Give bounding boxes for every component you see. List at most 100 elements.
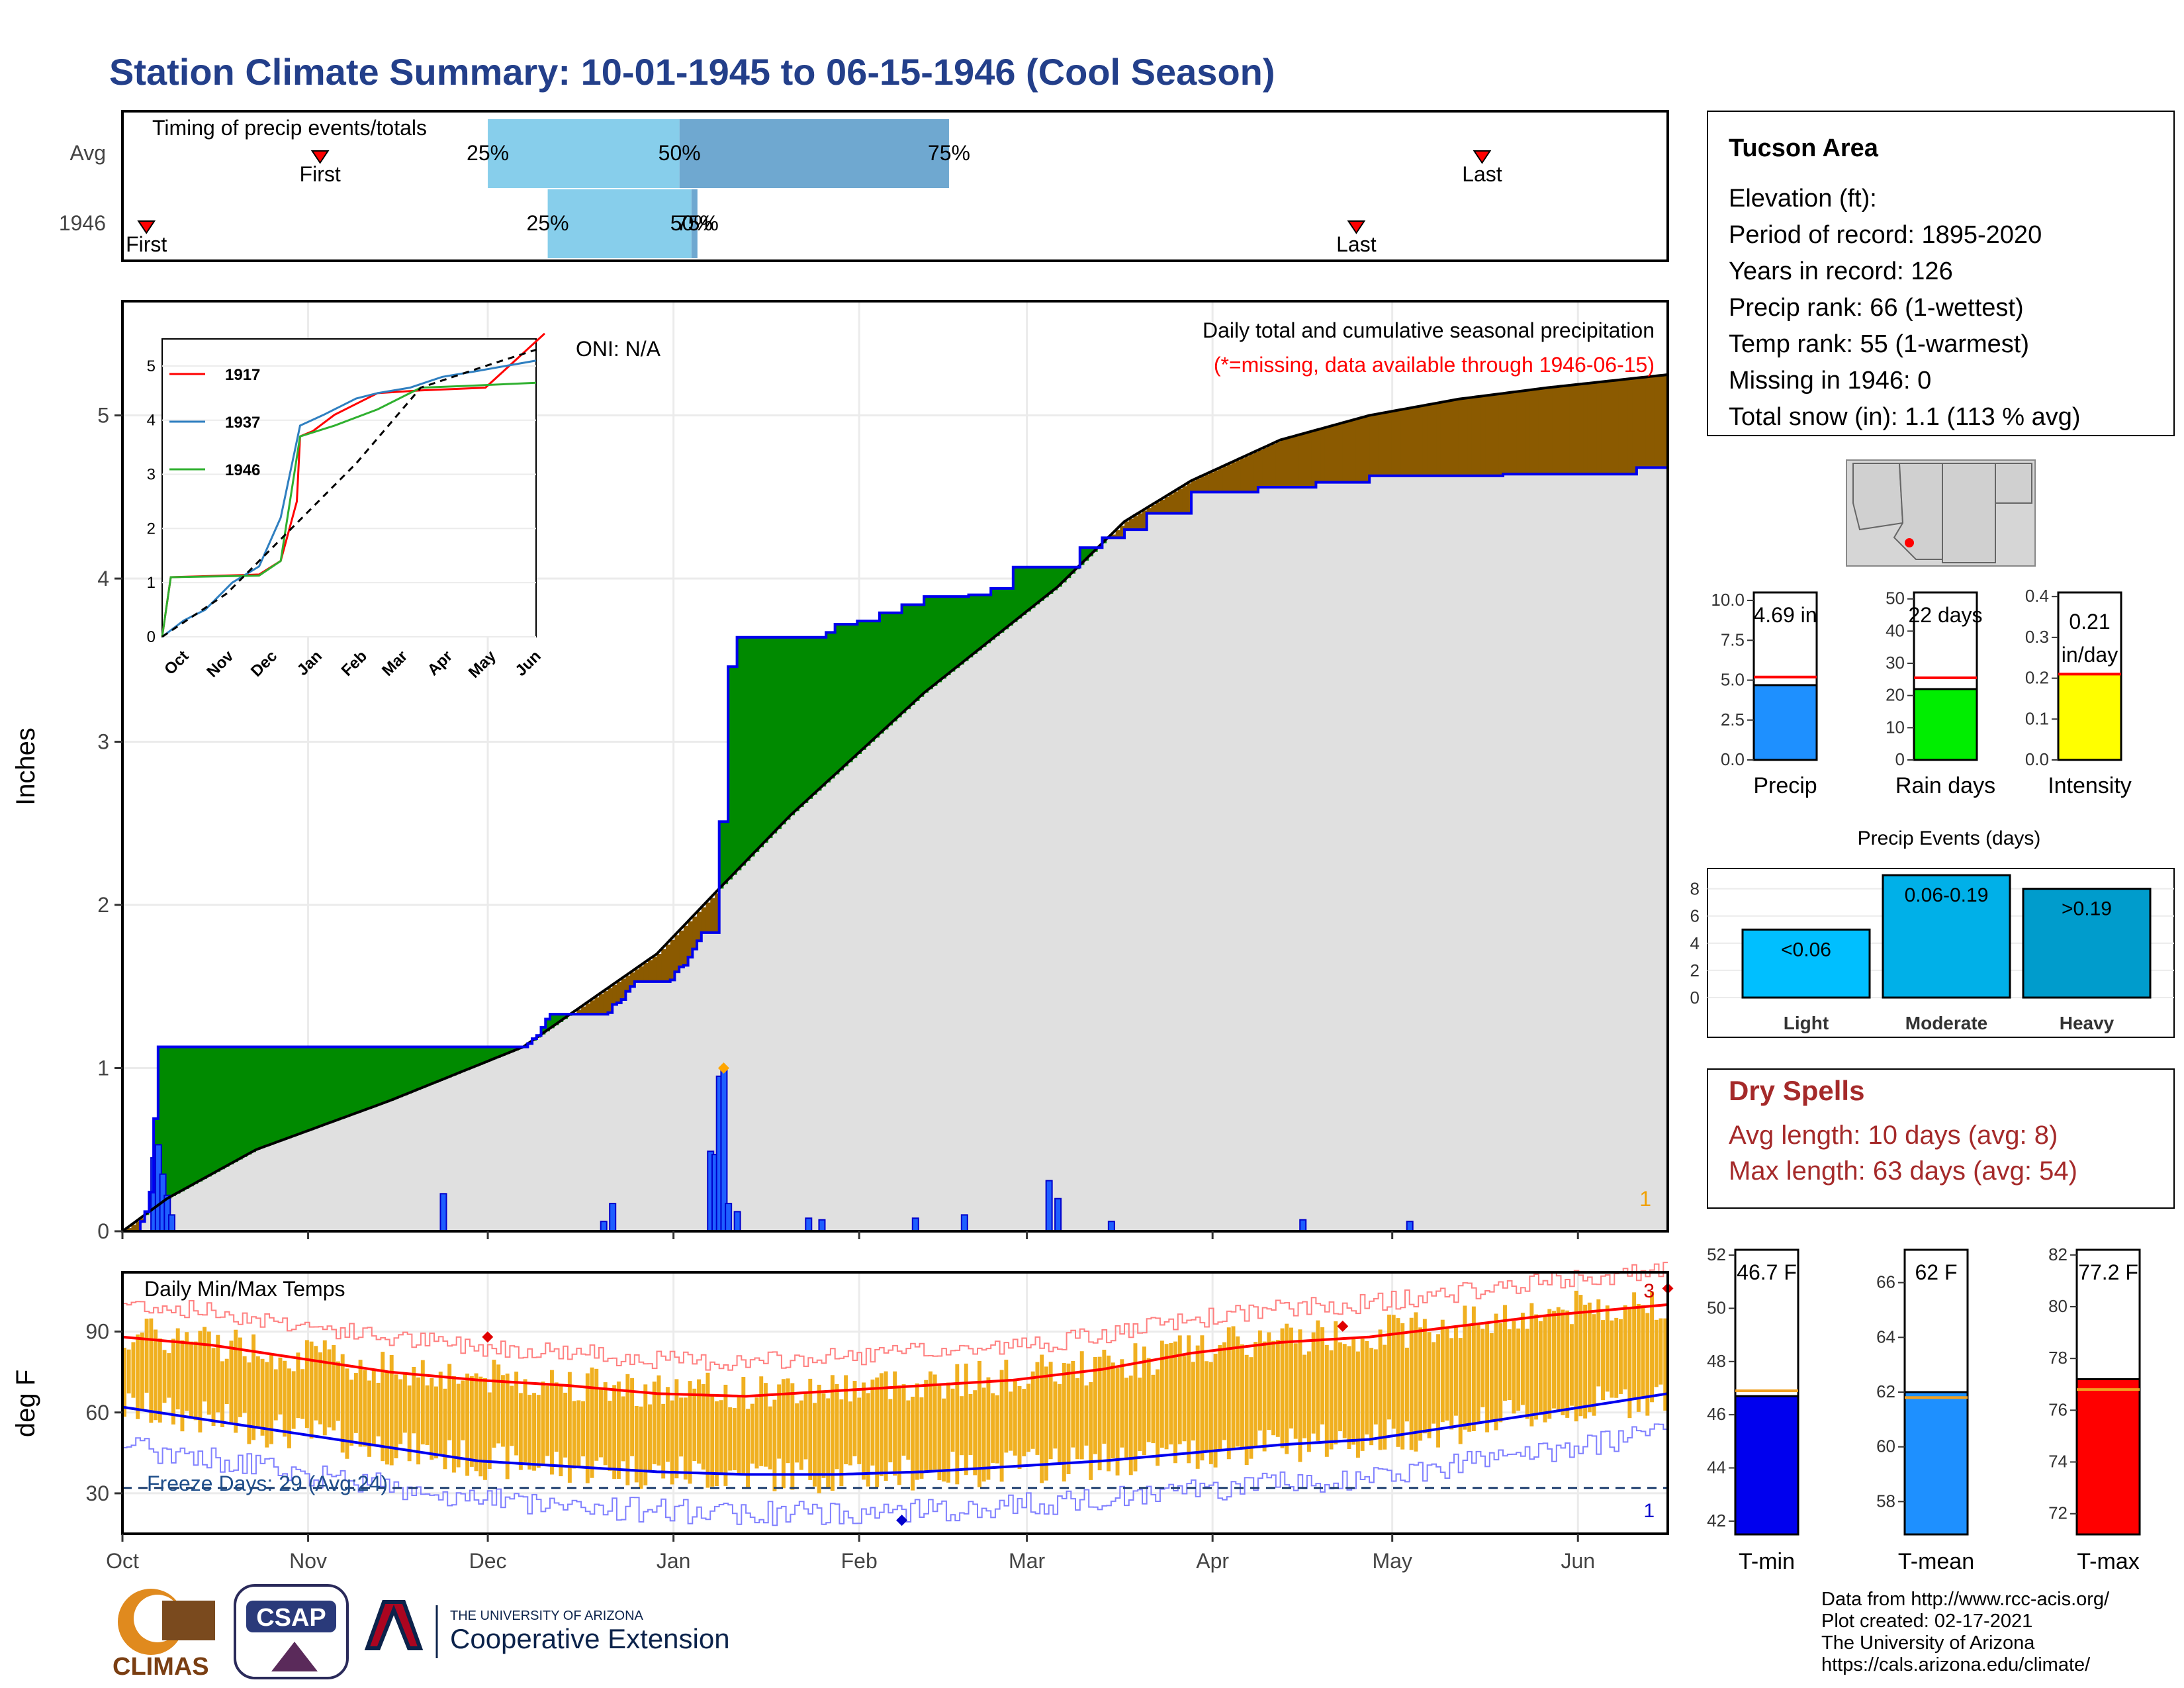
above-avg-fill-day — [474, 1047, 479, 1067]
above-avg-fill-day — [813, 637, 818, 795]
below-avg-fill-day — [1231, 462, 1236, 492]
below-avg-fill-day — [1565, 385, 1570, 475]
timing-1-q3-box — [691, 189, 698, 258]
daily-temp-bar — [229, 1340, 234, 1425]
grey-fill-day — [937, 682, 942, 1231]
grey-fill-day — [443, 1079, 448, 1231]
grey-fill-day — [1404, 475, 1410, 1231]
grey-fill-day — [808, 798, 813, 1231]
temp-summary-bar-T-mean — [1903, 1391, 1969, 1536]
grey-fill-day — [1610, 474, 1615, 1231]
grey-fill-day — [768, 838, 773, 1231]
daily-temp-bar — [394, 1374, 398, 1459]
below-avg-fill-day — [1347, 421, 1352, 483]
inset-series-Avg — [161, 348, 537, 638]
station-line: Years in record: 126 — [1729, 258, 1953, 285]
daily-temp-bar — [496, 1364, 501, 1444]
daily-temp-bar — [332, 1344, 336, 1430]
above-avg-fill-day — [438, 1047, 443, 1081]
daily-temp-bar — [131, 1342, 136, 1398]
below-avg-fill-day — [1324, 428, 1330, 483]
below-avg-fill-day — [1142, 510, 1148, 530]
daily-temp-bar — [1503, 1305, 1507, 1401]
grey-fill-day — [412, 1092, 417, 1231]
daily-temp-bar — [1334, 1321, 1338, 1445]
below-avg-fill-day — [1445, 401, 1450, 476]
temp-y-tick-label: 60 — [85, 1401, 109, 1425]
above-avg-fill-day — [314, 1047, 319, 1129]
grey-fill-day — [1120, 538, 1125, 1231]
above-avg-fill-day — [768, 637, 773, 839]
above-avg-fill-day — [283, 1047, 288, 1140]
daily-temp-bar — [1244, 1354, 1249, 1466]
grey-fill-day — [590, 1014, 595, 1231]
daily-temp-bar — [995, 1395, 999, 1464]
above-avg-fill-day — [741, 637, 747, 866]
main-plot-frame — [121, 300, 1669, 1233]
grey-fill-day — [1271, 487, 1277, 1231]
above-avg-fill-day — [870, 621, 876, 742]
inset-frame — [161, 338, 537, 637]
daily-temp-bar — [1516, 1328, 1521, 1411]
daily-temp-bar — [349, 1380, 354, 1446]
precip-summary-bar-Intensity — [2057, 673, 2122, 761]
daily-temp-bar — [1432, 1342, 1436, 1424]
grey-fill-day — [300, 1133, 306, 1231]
daily-temp-bar — [768, 1406, 772, 1470]
timing-0-p75-label: 75% — [928, 141, 970, 165]
below-avg-fill-day — [1177, 489, 1183, 514]
above-avg-fill-day — [852, 624, 858, 759]
grey-fill-day — [1124, 530, 1130, 1232]
above-avg-fill-day — [835, 624, 840, 774]
daily-temp-bar — [981, 1387, 986, 1482]
events-cat-Light: Light — [1784, 1013, 1829, 1033]
grey-fill-day — [1449, 475, 1455, 1231]
daily-temp-bar — [737, 1395, 741, 1474]
grey-fill-day — [1623, 474, 1628, 1231]
grey-fill-day — [754, 851, 760, 1231]
below-avg-fill-day — [1623, 379, 1628, 475]
below-avg-fill-day — [1454, 400, 1459, 476]
below-avg-fill-day — [1200, 476, 1205, 492]
below-avg-fill-day — [648, 960, 653, 982]
daily-temp-bar — [1084, 1385, 1089, 1446]
temp-summary-bars: 42 44 46 48 50 52 46.7 F T-min 58 60 62 64 66 62 F T-m… — [1707, 1244, 2141, 1574]
daily-temp-bar — [821, 1393, 826, 1478]
daily-temp-bar — [599, 1389, 603, 1458]
below-avg-fill-day — [1373, 414, 1379, 476]
below-avg-fill-day — [1249, 454, 1254, 492]
daily-temp-bar — [960, 1396, 964, 1456]
above-avg-fill-day — [358, 1047, 363, 1113]
main-y-tick-label-2: 2 — [97, 893, 109, 917]
grey-fill-day — [545, 1031, 551, 1231]
daily-temp-bar — [1298, 1329, 1302, 1462]
grey-fill-day — [1017, 618, 1023, 1231]
below-avg-fill-day — [1520, 391, 1526, 475]
daily-temp-bar — [616, 1382, 621, 1479]
temp-summary-tick-label: 74 — [2048, 1452, 2068, 1472]
grey-fill-day — [1293, 487, 1298, 1231]
daily-temp-bar — [1022, 1389, 1026, 1457]
grey-fill-day — [901, 713, 907, 1231]
daily-temp-bar — [1387, 1314, 1391, 1420]
below-avg-fill-day — [1547, 387, 1553, 475]
timing-0-p50-label: 50% — [659, 141, 701, 165]
grey-fill-day — [425, 1086, 430, 1231]
above-avg-fill-day — [407, 1047, 412, 1094]
below-avg-fill-day — [1632, 378, 1637, 475]
events-title: Precip Events (days) — [1858, 827, 2041, 849]
temp-y-tick-label: 90 — [85, 1320, 109, 1344]
daily-temp-bar — [447, 1364, 452, 1440]
daily-temp-bar — [1650, 1291, 1655, 1403]
grey-fill-day — [1218, 492, 1223, 1231]
daily-temp-bar — [1529, 1303, 1534, 1427]
grey-fill-day — [1569, 474, 1575, 1231]
above-avg-fill-day — [483, 1047, 488, 1063]
above-avg-fill-day — [924, 596, 929, 693]
grey-fill-day — [296, 1135, 301, 1231]
above-avg-fill-day — [371, 1047, 377, 1107]
above-avg-fill-day — [915, 604, 921, 701]
footer-line: Data from http://www.rcc-acis.org/ — [1821, 1589, 2110, 1610]
daily-temp-bar — [893, 1371, 897, 1476]
daily-temp-bar — [1107, 1355, 1111, 1472]
